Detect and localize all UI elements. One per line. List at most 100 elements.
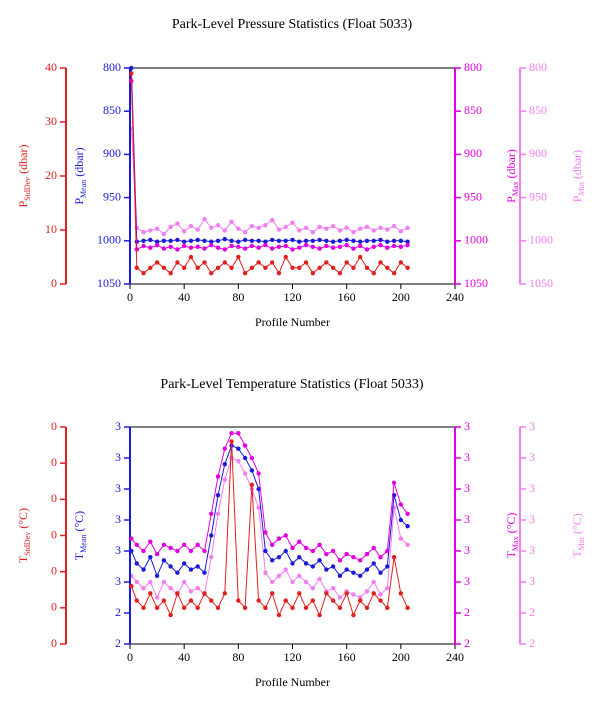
data-point [129,71,134,76]
data-point [236,446,241,451]
y-tick-label: 20 [45,168,57,182]
data-point [330,223,336,229]
data-point [181,605,187,611]
data-point [141,605,146,611]
data-point [168,224,173,230]
data-point [276,271,282,276]
data-point [242,455,248,461]
chart-title: Park-Level Temperature Statistics (Float… [160,377,423,392]
y-tick-label: 2 [529,636,535,650]
label-unit: (°C) [570,513,584,534]
data-point [236,226,241,231]
data-point [364,247,370,252]
data-point [175,591,180,596]
data-point [129,548,134,554]
data-point [154,573,160,578]
data-point [351,592,356,597]
data-point [236,239,241,244]
data-point [358,598,363,603]
data-point [141,271,146,276]
data-point [276,536,282,541]
x-tick-label: 80 [232,290,244,304]
data-point [229,431,234,436]
data-point [195,564,200,569]
data-point [385,265,390,270]
data-point [290,237,295,243]
y-tick-label: 0 [51,419,57,433]
data-point [249,455,255,461]
data-point [310,564,316,569]
y-tick-label: 0 [51,276,57,290]
data-point [236,431,241,436]
y-tick-label: 0 [51,600,57,614]
x-tick-label: 120 [284,290,302,304]
data-point [351,555,356,560]
data-point [256,486,261,492]
data-point [330,564,336,569]
data-point [242,237,248,243]
data-point [371,228,376,233]
data-point [290,265,295,270]
y-tick-label: 850 [529,103,547,117]
data-point [263,548,268,554]
data-point [195,605,200,611]
x-tick-label: 160 [338,650,356,664]
x-tick-label: 240 [446,650,464,664]
data-point [168,564,173,569]
y-tick-label: 850 [464,103,482,117]
data-point [209,598,214,603]
label-unit: (dbar) [16,144,30,173]
data-point [330,265,336,270]
y-tick-label: 1000 [529,233,553,247]
y-tick-label: 950 [529,189,547,203]
data-point [344,237,349,243]
data-point [249,265,255,270]
data-point [337,228,343,233]
data-point [283,533,288,538]
y-tick-label: 3 [464,574,470,588]
y-tick-label: 40 [45,60,57,74]
data-point [269,237,275,243]
data-point [202,570,207,575]
y-tick-label: 800 [529,60,547,74]
data-point [405,524,410,529]
y-tick-label: 950 [464,189,482,203]
data-point [134,598,139,603]
data-point [398,517,404,523]
y-tick-label: 800 [103,60,121,74]
data-point [222,446,227,451]
data-point [324,591,329,596]
data-point [351,229,356,235]
label-subscript: Max [511,181,520,196]
data-point [276,555,282,560]
y-tick-label: 3 [529,574,535,588]
data-point [141,243,146,249]
x-tick-label: 160 [338,290,356,304]
y-axis-label: TMin (°C) [570,513,586,557]
data-point [303,605,309,611]
series-line [130,441,409,617]
data-point [351,570,356,575]
data-point [371,545,376,551]
data-point [188,598,194,603]
data-point [168,586,173,591]
data-point [236,598,241,603]
data-point [148,237,153,243]
data-point [344,260,349,265]
label-unit: (dbar) [570,150,584,179]
data-point [229,439,234,444]
data-point [317,224,322,230]
data-point [276,573,282,578]
data-point [364,551,370,557]
data-point [283,598,288,603]
data-point [229,455,234,461]
data-point [256,505,261,510]
data-point [283,224,288,230]
data-point [195,542,200,547]
data-point [398,502,404,507]
label-subscript: StdDev [23,177,32,201]
data-point [269,217,275,223]
data-point [269,579,275,585]
data-point [398,229,404,234]
